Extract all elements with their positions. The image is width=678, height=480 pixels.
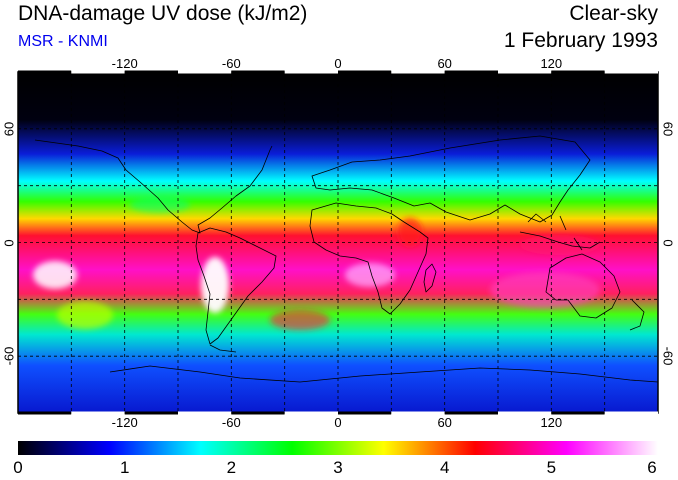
color-scale-label: 2 xyxy=(226,458,237,477)
map-title: DNA-damage UV dose (kJ/m2) xyxy=(18,2,308,25)
lat-tick-right: 0 xyxy=(660,238,676,247)
source-label: MSR - KNMI xyxy=(18,33,108,50)
coastlines xyxy=(34,135,658,383)
sky-condition-label: Clear-sky xyxy=(569,2,658,25)
color-scale-label: 1 xyxy=(119,458,130,477)
lon-tick-top: 120 xyxy=(540,56,563,71)
color-scale-label: 0 xyxy=(13,458,23,477)
lon-tick-top: 0 xyxy=(334,56,342,71)
lat-tick-left: -60 xyxy=(1,346,17,366)
color-scale-bar xyxy=(18,441,658,455)
lon-tick-bottom: 120 xyxy=(540,415,563,430)
lon-tick-bottom: 60 xyxy=(437,415,452,430)
color-scale-gradient xyxy=(18,441,658,455)
lat-tick-left: 60 xyxy=(1,121,17,137)
color-scale-label: 4 xyxy=(439,458,450,477)
lon-tick-bottom: -60 xyxy=(221,415,241,430)
lon-tick-bottom: 0 xyxy=(334,415,342,430)
color-scale-label: 6 xyxy=(647,458,657,477)
lat-tick-right: 60 xyxy=(660,121,676,137)
color-scale-label: 3 xyxy=(333,458,343,477)
color-scale-label: 5 xyxy=(546,458,557,477)
graticule xyxy=(18,72,658,413)
lon-tick-top: -120 xyxy=(111,56,138,71)
lat-tick-left: 0 xyxy=(1,238,17,247)
lon-tick-bottom: -120 xyxy=(111,415,138,430)
lon-tick-top: -60 xyxy=(221,56,241,71)
map-frame xyxy=(17,70,659,415)
date-label: 1 February 1993 xyxy=(503,29,658,52)
lat-tick-right: -60 xyxy=(660,346,676,366)
lon-tick-top: 60 xyxy=(437,56,452,71)
